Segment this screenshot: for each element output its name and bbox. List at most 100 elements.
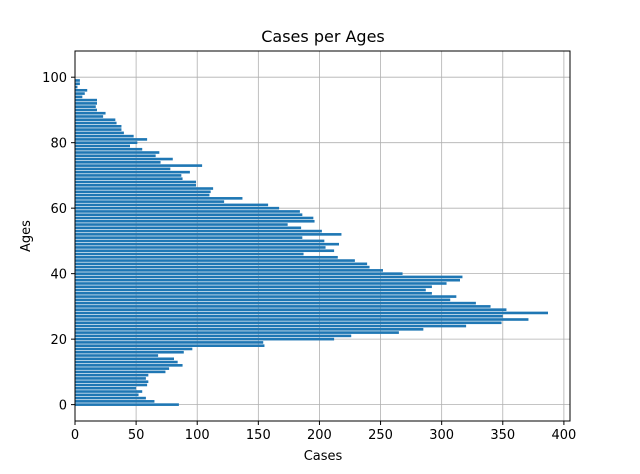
x-axis-label: Cases: [304, 449, 343, 464]
bars-layer: [75, 79, 548, 406]
bar: [75, 121, 117, 125]
bar: [75, 236, 303, 239]
bar: [75, 197, 243, 200]
bar: [75, 367, 170, 370]
bar: [75, 380, 149, 384]
bar: [75, 308, 507, 311]
x-tick-label: 400: [551, 428, 576, 443]
bar: [75, 206, 280, 210]
bar: [75, 390, 143, 393]
bar: [75, 282, 447, 285]
x-tick-label: 350: [490, 428, 515, 443]
bar: [75, 151, 160, 154]
bar: [75, 216, 314, 220]
bar: [75, 105, 96, 108]
bar: [75, 272, 403, 275]
bar: [75, 229, 322, 233]
bar: [75, 344, 265, 347]
bar: [75, 255, 338, 259]
y-tick-label: 20: [50, 333, 67, 348]
bar: [75, 85, 78, 89]
bar: [75, 219, 315, 223]
x-tick-label: 0: [71, 428, 79, 443]
bar: [75, 393, 139, 397]
bar: [75, 246, 326, 249]
x-tick-label: 300: [429, 428, 454, 443]
bar: [75, 318, 529, 321]
bar: [75, 187, 214, 190]
x-tick-label: 250: [368, 428, 393, 443]
bar: [75, 233, 342, 236]
bar: [75, 288, 426, 292]
bar: [75, 275, 463, 279]
bar: [75, 174, 182, 177]
bar: [75, 95, 83, 99]
chart-title: Cases per Ages: [261, 27, 385, 46]
y-tick-label: 0: [59, 399, 67, 414]
bar: [75, 321, 502, 325]
bar: [75, 92, 85, 95]
bar: [75, 213, 303, 217]
bar: [75, 239, 325, 243]
bar: [75, 285, 432, 289]
bar: [75, 134, 134, 138]
bar: [75, 350, 184, 354]
bar: [75, 259, 355, 262]
bar: [75, 226, 302, 230]
bar: [75, 138, 148, 141]
bar: [75, 180, 196, 184]
bar: [75, 177, 183, 181]
bar: [75, 164, 203, 167]
ticks-layer: 0 50 100 150 200 250 300 350 400 0 20 40 60 80 100: [42, 71, 576, 443]
bar: [75, 125, 122, 128]
bar: [75, 373, 149, 377]
bar: [75, 364, 183, 367]
y-tick-label: 100: [42, 71, 67, 86]
bar: [75, 128, 122, 131]
bar: [75, 262, 368, 266]
bar: [75, 252, 304, 256]
x-tick-label: 100: [185, 428, 210, 443]
bar: [75, 295, 457, 298]
bar: [75, 193, 210, 197]
bar: [75, 102, 97, 105]
bar: [75, 265, 370, 269]
bar: [75, 115, 104, 118]
y-tick-label: 40: [50, 268, 67, 283]
bar: [75, 311, 548, 315]
bar: [75, 331, 399, 334]
bar: [75, 190, 211, 194]
bar: [75, 314, 503, 318]
bar: [75, 108, 97, 112]
bar: [75, 396, 146, 400]
bar: [75, 324, 467, 328]
bar: [75, 386, 137, 390]
bar: [75, 360, 178, 364]
bar: [75, 403, 179, 406]
x-tick-label: 150: [246, 428, 271, 443]
bar: [75, 131, 124, 135]
bar: [75, 144, 130, 148]
bar: [75, 347, 193, 351]
bar: [75, 200, 225, 203]
plot-frame: [74, 50, 571, 422]
bar: [75, 118, 116, 122]
x-tick-label: 200: [307, 428, 332, 443]
bar: [75, 370, 166, 374]
bar: [75, 301, 476, 305]
bar: [75, 223, 288, 226]
bar: [75, 167, 171, 171]
y-axis-label: Ages: [19, 220, 34, 252]
bar: [75, 377, 146, 380]
bar: [75, 334, 352, 338]
bar: [75, 141, 138, 144]
bar: [75, 357, 174, 361]
bar: [75, 337, 335, 341]
x-tick-label: 50: [128, 428, 145, 443]
y-tick-label: 80: [50, 137, 67, 152]
bar: [75, 79, 80, 82]
bar: [75, 278, 460, 282]
bar: [75, 400, 155, 403]
bar: [75, 328, 424, 331]
